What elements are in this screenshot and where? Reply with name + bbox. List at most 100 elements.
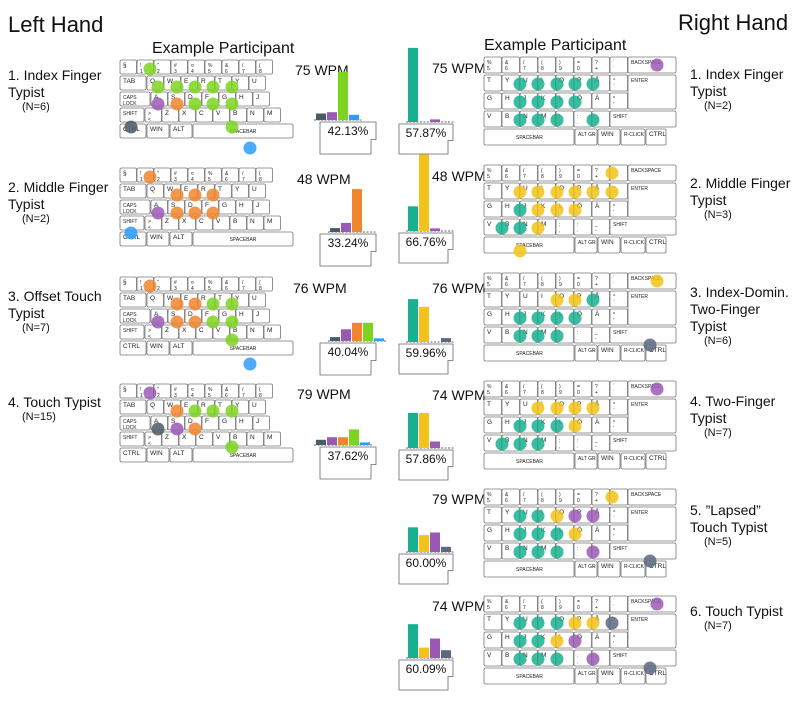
key: [483, 200, 502, 218]
right-finger-dots-2: [495, 166, 619, 258]
spacebar-label: SPACEBAR: [230, 237, 257, 243]
finger-bar: [341, 222, 351, 232]
group-count: (N=6): [22, 101, 50, 113]
key-label: T: [487, 77, 491, 84]
key: [246, 215, 264, 231]
group-name: 4. Two-Finger Typist: [690, 393, 776, 426]
key-label: M: [541, 329, 546, 336]
right-index-finger-dot: [531, 616, 545, 630]
key: [609, 74, 628, 92]
percent-box-outline: [319, 446, 377, 480]
win-key-label: WIN: [601, 131, 614, 138]
key-label: .: [577, 659, 578, 665]
enter-key: [627, 290, 677, 326]
index-finger-dot: [225, 404, 239, 418]
key-g-label: G: [222, 202, 227, 209]
right-percent-box-1: 57.87%: [398, 123, 454, 155]
key-label: 8: [259, 286, 262, 292]
key: [483, 380, 502, 398]
right-wpm-6: 74 WPM: [432, 598, 486, 614]
thumb-finger-dot: [243, 141, 257, 155]
alt-gr-key: [574, 128, 598, 146]
key: [609, 56, 628, 74]
right-ring-finger-dot: [568, 634, 582, 648]
key-label: 9: [559, 390, 562, 396]
key: [483, 631, 502, 649]
r-click-key: [620, 560, 646, 578]
key-h-label: H: [239, 94, 244, 101]
right-index-finger-dot: [586, 293, 600, 307]
key-label: ): [559, 168, 561, 174]
right-middle-finger-dot: [568, 419, 582, 433]
ctrl-key-label: CTRL: [123, 343, 140, 350]
spacebar-label: SPACEBAR: [516, 674, 543, 680]
key-label: :: [577, 222, 578, 228]
usage-percent: 66.76%: [406, 235, 447, 249]
key: [591, 56, 610, 74]
caps-lock-key-label: LOCK: [123, 425, 137, 431]
key-label: 6: [225, 286, 228, 292]
key: [238, 276, 256, 292]
key-label: +: [595, 390, 598, 396]
key-label: (: [541, 599, 543, 605]
tab-key: [119, 399, 147, 415]
key-u-label: U: [252, 186, 257, 193]
key-w-label: W: [167, 402, 174, 409]
right-group-4: 4. Two-Finger Typist (N=7): [690, 393, 775, 439]
key-g: [218, 415, 236, 431]
key-label: _: [594, 438, 598, 444]
key: [170, 59, 188, 75]
key-j: [252, 308, 270, 324]
key-label: 8: [541, 174, 544, 180]
win-key-label: WIN: [601, 455, 614, 462]
enter-key: [627, 74, 677, 110]
tab-key: [119, 75, 147, 91]
key-label: U: [523, 509, 528, 516]
key: [246, 324, 264, 340]
key: [187, 276, 205, 292]
caps-lock-key-label: CAPS: [123, 419, 137, 425]
key-t-label: T: [218, 186, 222, 193]
backspace-key-label: BACKSPACE: [631, 599, 662, 605]
right-index-finger-dot: [531, 329, 545, 343]
group-count: (N=2): [22, 213, 50, 225]
spacebar-key: [192, 340, 294, 356]
right-middle-finger-dot: [550, 401, 564, 415]
key-label: +: [595, 498, 598, 504]
key-label: #: [174, 63, 177, 69]
shift-key-label: SHIFT: [613, 546, 627, 552]
shift-key-label: SHIFT: [613, 114, 627, 120]
key-label: B: [233, 110, 237, 117]
right-ring-finger-dot: [586, 652, 600, 666]
right-index-finger-dot: [550, 545, 564, 559]
key-label: 3: [174, 69, 177, 75]
key-label: ¨: [613, 84, 615, 90]
key-label: M: [541, 545, 546, 552]
key: [609, 416, 628, 434]
right-index-finger-dot: [550, 329, 564, 343]
key-f-label: F: [205, 94, 209, 101]
key-label: T: [487, 185, 491, 192]
enter-key: [627, 506, 677, 542]
key-label: 5: [208, 393, 211, 399]
key-label: /: [242, 280, 244, 286]
key-label: (: [259, 280, 261, 286]
key-label: Y: [505, 185, 510, 192]
right-middle-finger-dot: [605, 185, 619, 199]
index-finger-dot: [206, 404, 220, 418]
key-label: _: [594, 222, 598, 228]
key-d-label: D: [188, 418, 193, 425]
key-label: *: [613, 204, 615, 210]
alt-gr-key: [574, 452, 598, 470]
key: [519, 380, 538, 398]
key-label: `: [613, 276, 615, 282]
key-y-label: Y: [235, 402, 240, 409]
key: [483, 290, 502, 308]
win-key-label: WIN: [150, 126, 163, 133]
key: [238, 59, 256, 75]
key-label: ': [613, 102, 614, 108]
middle-finger-dot: [170, 315, 184, 329]
key-label: .: [577, 444, 578, 450]
key-label: ´: [613, 605, 615, 611]
spacebar-key: [192, 447, 294, 463]
